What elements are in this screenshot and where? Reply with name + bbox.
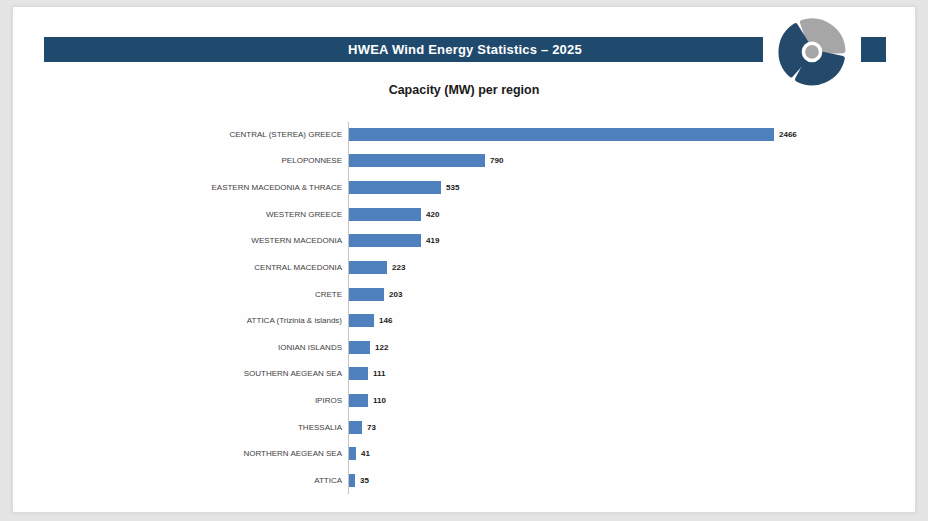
value-label: 41	[361, 449, 370, 458]
category-label: WESTERN GREECE	[13, 210, 348, 219]
category-label: ATTICA	[13, 476, 348, 485]
bar	[349, 154, 485, 167]
report-title: HWEA Wind Energy Statistics – 2025	[348, 42, 582, 57]
category-label: EASTERN MACEDONIA & THRACE	[13, 183, 348, 192]
bar	[349, 474, 355, 487]
bar-chart-row: WESTERN MACEDONIA 419	[13, 228, 915, 255]
bar	[349, 208, 421, 221]
category-label: IPIROS	[13, 396, 348, 405]
value-label: 203	[389, 290, 402, 299]
value-label: 535	[446, 183, 459, 192]
bar	[349, 234, 421, 247]
bar-chart-row: EASTERN MACEDONIA & THRACE 535	[13, 174, 915, 201]
value-label: 110	[373, 396, 386, 405]
bar	[349, 394, 368, 407]
bar	[349, 288, 384, 301]
bar	[349, 447, 356, 460]
category-label: PELOPONNESE	[13, 156, 348, 165]
bar-chart: CENTRAL (STEREA) GREECE 2466 PELOPONNESE…	[13, 121, 915, 494]
report-title-bar: HWEA Wind Energy Statistics – 2025	[44, 37, 886, 62]
category-label: ATTICA (Trizinia & islands)	[13, 316, 348, 325]
category-label: CENTRAL (STEREA) GREECE	[13, 130, 348, 139]
bar-chart-row: NORTHERN AEGEAN SEA 41	[13, 441, 915, 468]
category-label: THESSALIA	[13, 423, 348, 432]
bar-chart-row: WESTERN GREECE 420	[13, 201, 915, 228]
value-label: 2466	[779, 130, 797, 139]
category-label: WESTERN MACEDONIA	[13, 236, 348, 245]
value-label: 420	[426, 210, 439, 219]
chart-title: Capacity (MW) per region	[13, 83, 915, 101]
value-label: 111	[373, 369, 385, 378]
value-label: 73	[367, 423, 376, 432]
bar-chart-row: ATTICA 35	[13, 467, 915, 494]
bar-chart-row: IPIROS 110	[13, 387, 915, 414]
bar	[349, 367, 368, 380]
bar-chart-row: PELOPONNESE 790	[13, 148, 915, 175]
bar	[349, 261, 387, 274]
value-label: 122	[375, 343, 388, 352]
value-label: 35	[360, 476, 369, 485]
category-label: CRETE	[13, 290, 348, 299]
bar-chart-row: CRETE 203	[13, 281, 915, 308]
category-label: IONIAN ISLANDS	[13, 343, 348, 352]
value-label: 419	[426, 236, 439, 245]
value-label: 790	[490, 156, 503, 165]
bar	[349, 181, 441, 194]
category-label: SOUTHERN AEGEAN SEA	[13, 369, 348, 378]
bar-chart-row: CENTRAL MACEDONIA 223	[13, 254, 915, 281]
bar-chart-row: IONIAN ISLANDS 122	[13, 334, 915, 361]
bar	[349, 421, 362, 434]
category-label: CENTRAL MACEDONIA	[13, 263, 348, 272]
value-label: 146	[379, 316, 392, 325]
value-label: 223	[392, 263, 405, 272]
category-label: NORTHERN AEGEAN SEA	[13, 449, 348, 458]
bar-chart-row: SOUTHERN AEGEAN SEA 111	[13, 361, 915, 388]
bar	[349, 341, 370, 354]
bar	[349, 128, 774, 141]
bar-chart-row: THESSALIA 73	[13, 414, 915, 441]
bar	[349, 314, 374, 327]
report-page: HWEA Wind Energy Statistics – 2025 Capac…	[12, 6, 916, 513]
bar-chart-row: CENTRAL (STEREA) GREECE 2466	[13, 121, 915, 148]
bar-chart-row: ATTICA (Trizinia & islands) 146	[13, 307, 915, 334]
